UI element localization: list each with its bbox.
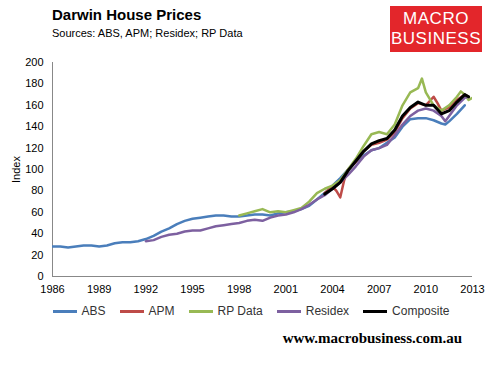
- svg-text:160: 160: [25, 99, 43, 111]
- svg-text:1998: 1998: [227, 283, 251, 295]
- svg-text:Index: Index: [10, 156, 22, 183]
- html-text:ABS: ABS: [81, 304, 106, 318]
- html-text:MACRO: MACRO: [403, 9, 469, 28]
- svg-text:140: 140: [25, 120, 43, 132]
- html-text:Residex: Residex: [305, 304, 350, 318]
- html-text:Darwin House Prices: Darwin House Prices: [52, 6, 202, 23]
- svg-text:40: 40: [31, 227, 43, 239]
- svg-text:60: 60: [31, 206, 43, 218]
- svg-text:1995: 1995: [180, 283, 204, 295]
- svg-text:2007: 2007: [367, 283, 391, 295]
- svg-text:180: 180: [25, 77, 43, 89]
- html-text:RP Data: RP Data: [217, 304, 263, 318]
- svg-text:0: 0: [37, 270, 43, 282]
- svg-text:2013: 2013: [460, 283, 484, 295]
- html-text:APM: APM: [148, 304, 175, 318]
- svg-text:20: 20: [31, 249, 43, 261]
- html-text:Sources: ABS, APM; Residex; RP: Sources: ABS, APM; Residex; RP Data: [52, 27, 243, 39]
- html-text:www.macrobusiness.com.au: www.macrobusiness.com.au: [282, 330, 462, 346]
- svg-text:1986: 1986: [40, 283, 64, 295]
- svg-text:2004: 2004: [320, 283, 344, 295]
- html-text:BUSINESS: BUSINESS: [391, 29, 481, 48]
- svg-text:80: 80: [31, 184, 43, 196]
- svg-text:100: 100: [25, 163, 43, 175]
- svg-text:2010: 2010: [414, 283, 438, 295]
- svg-text:200: 200: [25, 56, 43, 68]
- svg-text:1992: 1992: [134, 283, 158, 295]
- svg-text:120: 120: [25, 142, 43, 154]
- html-text:Composite: Composite: [392, 304, 450, 318]
- svg-text:2001: 2001: [274, 283, 298, 295]
- svg-text:1989: 1989: [87, 283, 111, 295]
